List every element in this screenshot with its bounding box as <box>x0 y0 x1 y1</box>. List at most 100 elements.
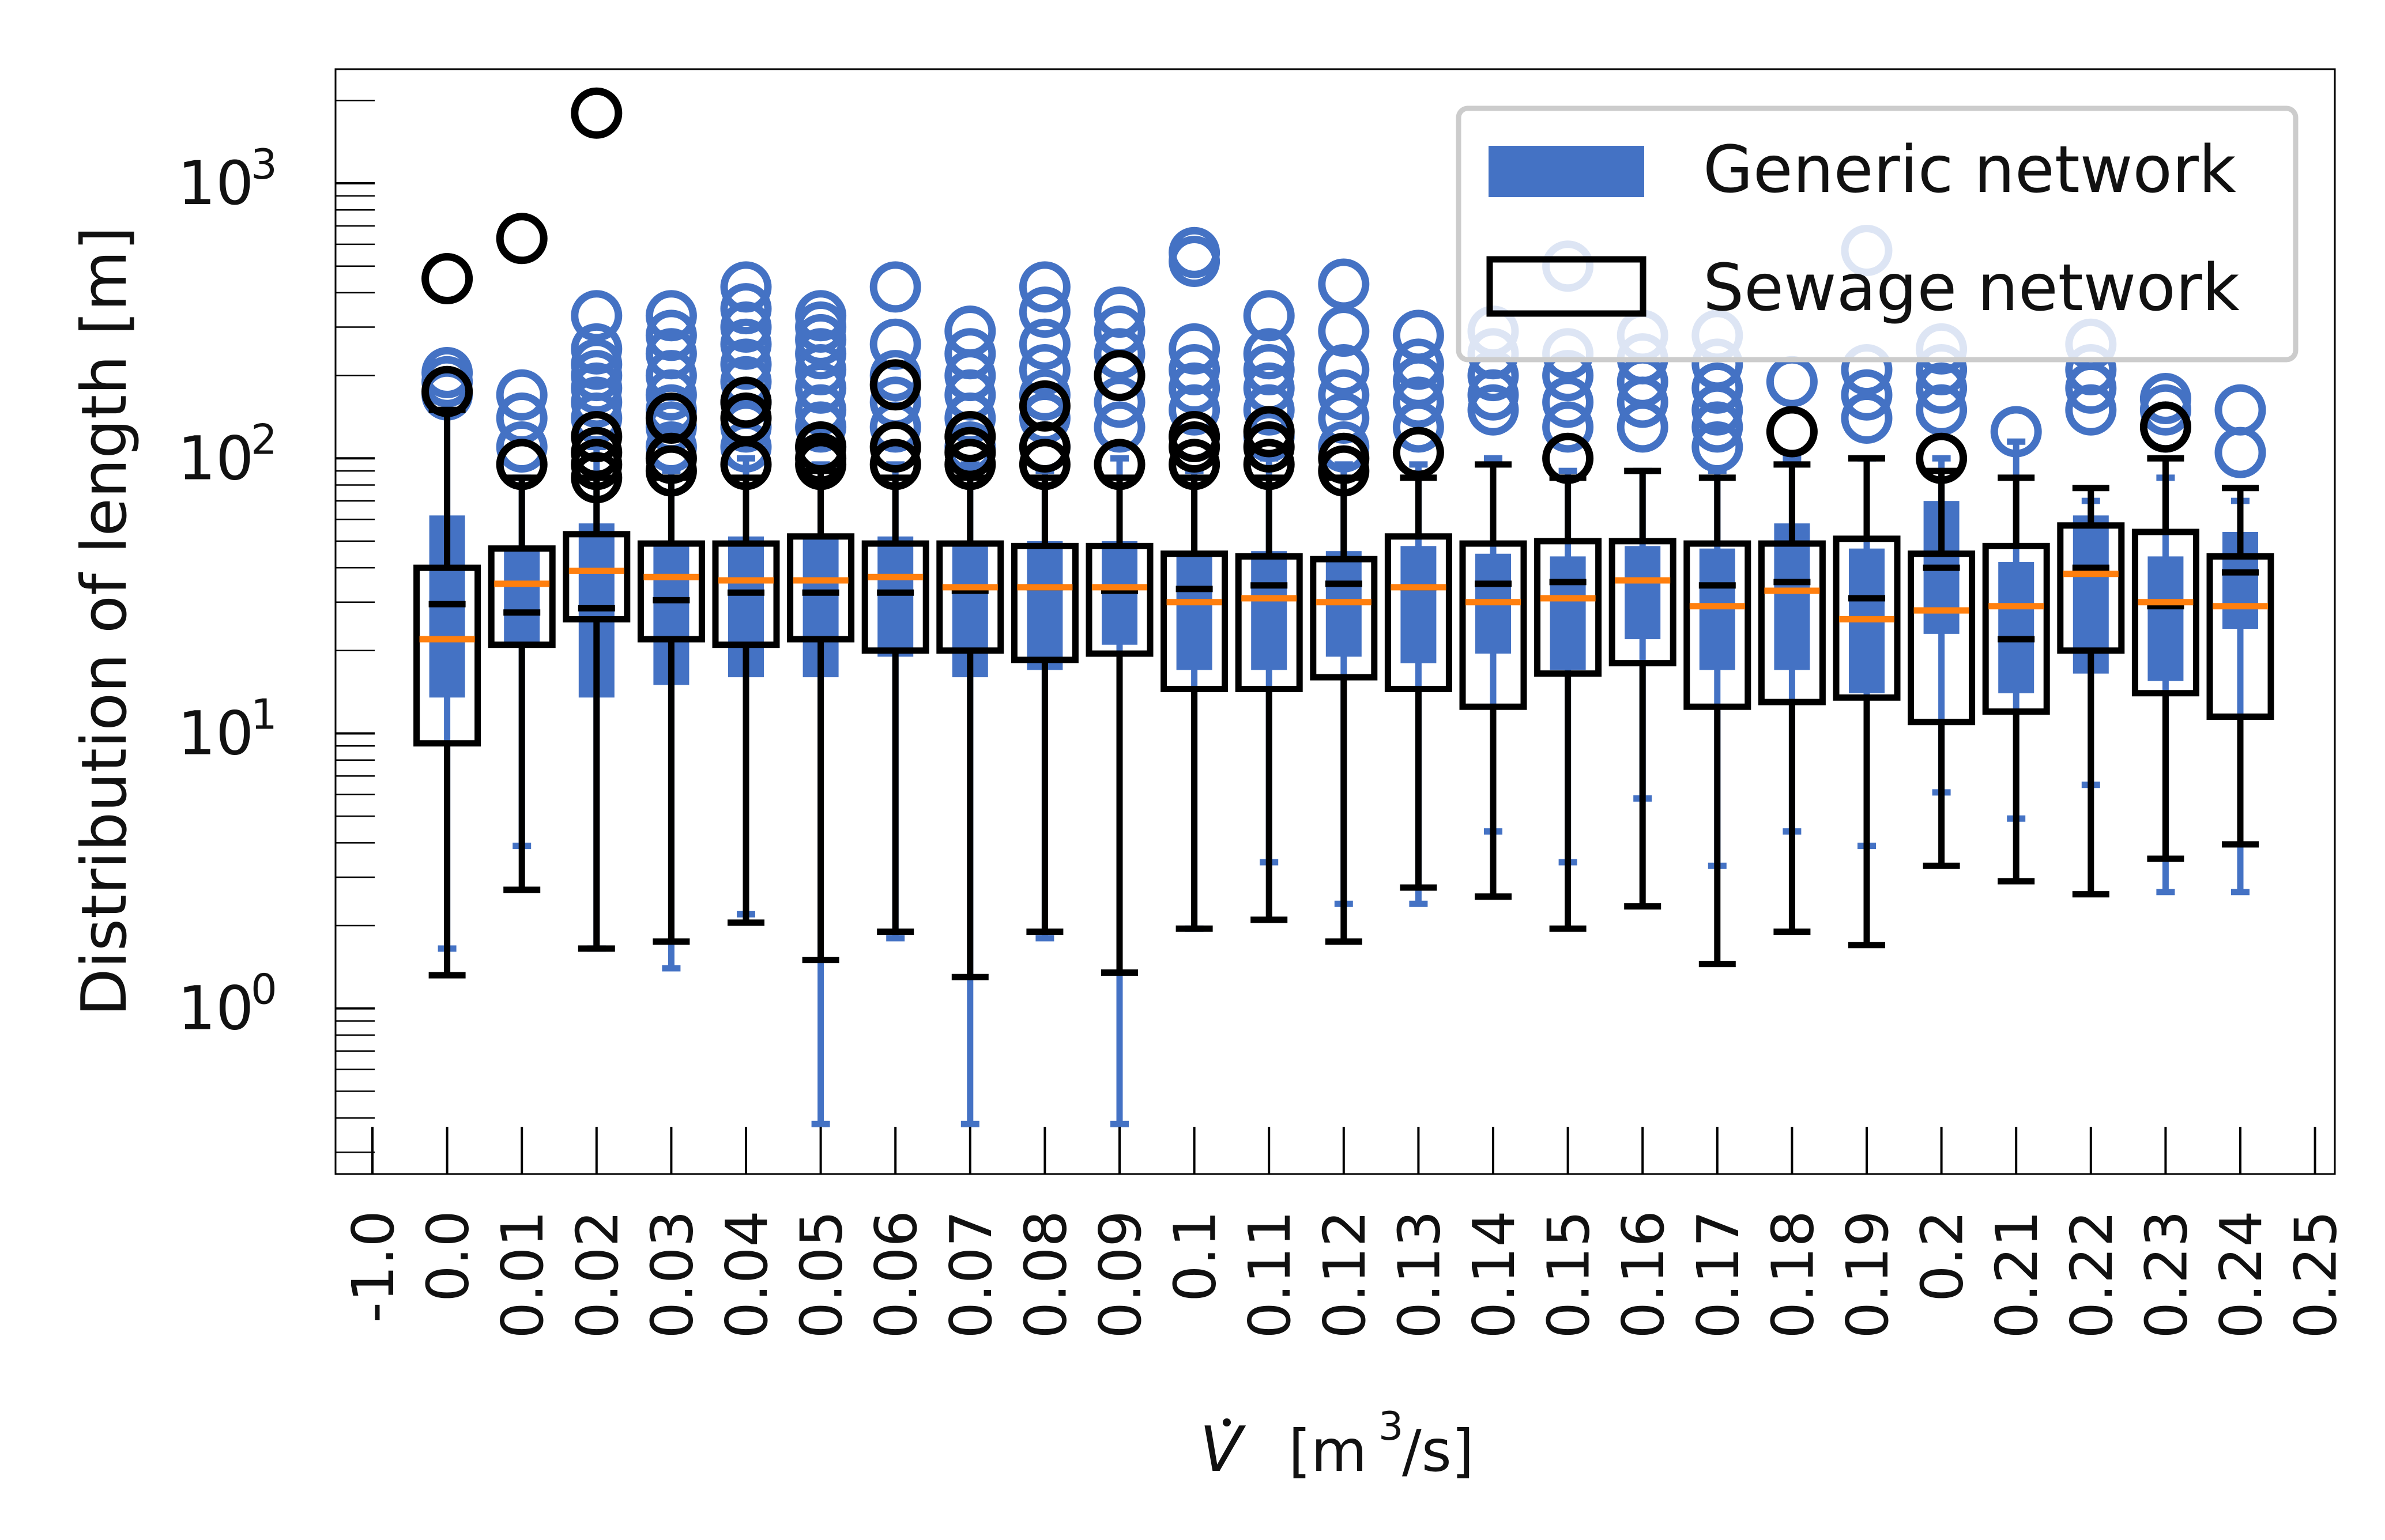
sewage-box <box>712 540 780 648</box>
generic-flier-point <box>1467 384 1519 436</box>
legend-label-generic: Generic network <box>1703 133 2236 207</box>
y-tick-label: 102 <box>178 415 277 493</box>
generic-flier-point <box>944 328 996 380</box>
generic-flier-point <box>1019 261 1071 313</box>
x-tick-label: 0.02 <box>564 1210 631 1339</box>
generic-flier-point <box>1392 376 1444 428</box>
x-tick-label: 0.11 <box>1236 1210 1303 1339</box>
generic-flier-point <box>1766 356 1818 407</box>
generic-flier-point <box>1392 338 1444 390</box>
sewage-box <box>563 531 631 622</box>
generic-box <box>1400 546 1437 663</box>
sewage-box <box>1908 550 1976 726</box>
generic-flier-point <box>795 362 847 414</box>
sewage-flier-point <box>496 213 548 265</box>
generic-flier-point <box>1169 227 1220 278</box>
x-tick-label: 0.03 <box>638 1210 706 1339</box>
sewage-flier-point <box>720 392 772 444</box>
axis-ticks <box>336 100 2316 1174</box>
sewage-box <box>861 540 929 654</box>
generic-flier-point <box>1169 344 1220 395</box>
legend-frame <box>1456 105 2299 363</box>
sewage-box <box>1982 542 2050 715</box>
x-tick-label: 0.18 <box>1759 1210 1826 1339</box>
generic-box <box>1998 562 2034 693</box>
x-tick-label: 0.06 <box>862 1210 930 1339</box>
generic-flier-point <box>645 290 697 342</box>
x-tick-label: 0.14 <box>1460 1210 1528 1339</box>
y-axis-label: Distribution of length [m] <box>69 227 141 1017</box>
x-tick-label: 0.16 <box>1610 1210 1677 1339</box>
generic-flier-point <box>720 338 772 390</box>
x-tick-label: 0.2 <box>1909 1210 1976 1302</box>
x-tick-label: 0.21 <box>1983 1210 2051 1339</box>
sewage-box <box>787 533 855 643</box>
generic-flier-point <box>1094 401 1146 453</box>
plot-area <box>413 87 2274 1127</box>
x-tick-label: 0.04 <box>713 1210 781 1339</box>
x-tick-label: 0.05 <box>788 1210 856 1339</box>
sewage-box <box>637 540 705 643</box>
sewage-box <box>1833 535 1901 701</box>
sewage-boxes <box>413 406 2274 980</box>
generic-flier-point <box>1841 392 1893 444</box>
x-tick-label: 0.01 <box>489 1210 556 1339</box>
generic-box <box>504 546 540 645</box>
generic-flier-point <box>795 290 847 342</box>
sewage-box <box>1086 542 1154 657</box>
generic-flier-point <box>2214 426 2266 478</box>
sewage-flier-point <box>869 359 921 411</box>
y-tick-label-base: 10 <box>178 148 254 218</box>
x-tick-label: 0.09 <box>1087 1210 1154 1339</box>
x-tick-label: 0.24 <box>2207 1210 2275 1339</box>
y-tick-label-exponent: 2 <box>251 415 277 463</box>
generic-flier-point <box>1169 323 1220 375</box>
generic-flier-point <box>571 338 623 390</box>
generic-flier-point <box>720 318 772 370</box>
x-axis-label-dot <box>1223 1418 1231 1426</box>
generic-flier-point <box>1392 309 1444 361</box>
x-tick-label: 0.13 <box>1385 1210 1453 1339</box>
x-tick-label: 0.1 <box>1162 1210 1229 1302</box>
sewage-box <box>1683 540 1751 710</box>
x-axis-label-unit-open: [m <box>1288 1417 1367 1485</box>
sewage-flier-point <box>1169 410 1220 462</box>
sewage-flier-point <box>645 392 697 444</box>
generic-flier-point <box>869 261 921 313</box>
generic-flier-point <box>720 356 772 407</box>
sewage-box <box>1310 556 1378 681</box>
generic-flier-point <box>720 261 772 313</box>
x-axis-label: V [m 3 /s] <box>1200 1404 1474 1486</box>
x-tick-label: 0.25 <box>2282 1210 2350 1339</box>
generic-box <box>1774 523 1810 670</box>
generic-flier-point <box>645 328 697 380</box>
generic-flier-point <box>1019 344 1071 395</box>
generic-flier-point <box>1318 258 1370 310</box>
sewage-box <box>1384 533 1452 692</box>
sewage-box <box>2057 522 2125 654</box>
generic-flier-point <box>1691 401 1743 453</box>
generic-flier-point <box>1691 362 1743 414</box>
x-tick-label: 0.23 <box>2132 1210 2200 1339</box>
sewage-box <box>1608 538 1676 667</box>
y-tick-label: 103 <box>178 140 277 218</box>
generic-flier-point <box>944 305 996 357</box>
generic-flier-point <box>1243 344 1295 395</box>
generic-box <box>1176 556 1212 670</box>
generic-flier-point <box>2214 384 2266 436</box>
generic-flier-point <box>1916 362 1968 414</box>
sewage-box <box>2206 553 2274 720</box>
sewage-box <box>2131 529 2199 697</box>
axes-frame <box>334 68 2336 1175</box>
sewage-box <box>936 540 1004 654</box>
y-tick-label-base: 10 <box>178 973 254 1044</box>
sewage-flier-point <box>571 410 623 462</box>
generic-flier-point <box>571 323 623 375</box>
x-tick-label: 0.22 <box>2058 1210 2126 1339</box>
sewage-flier-point <box>944 426 996 478</box>
x-axis-label-unit-close: /s] <box>1402 1417 1474 1485</box>
sewage-flier-point <box>1243 406 1295 458</box>
sewage-flier-point <box>571 87 623 139</box>
